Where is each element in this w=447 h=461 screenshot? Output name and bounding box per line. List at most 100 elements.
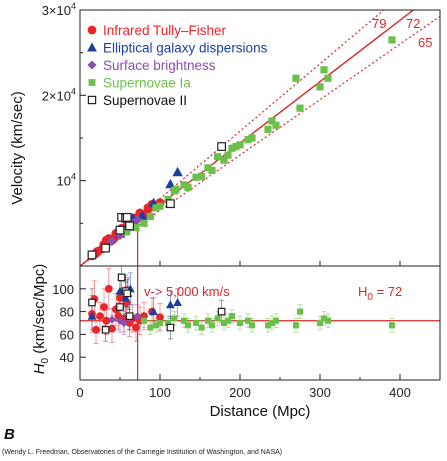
data-point-snIa: [316, 83, 324, 91]
h0-point-tully: [104, 284, 113, 293]
y-tick-label: 3×104: [42, 1, 76, 18]
data-point-snIa: [272, 121, 280, 129]
h0-point-snIa: [296, 308, 304, 315]
legend-label-tully: Infrared Tully–Fisher: [103, 23, 227, 38]
y-tick-label-base: 3×10: [42, 3, 71, 18]
h0-point-tully: [156, 313, 164, 322]
fit-line-65: [80, 15, 440, 266]
plot-frames: [79, 9, 441, 381]
fit-line-label-65: 65: [418, 35, 432, 50]
h0-point-snIa: [171, 315, 178, 322]
h0-point-snIa: [320, 315, 328, 322]
data-point-snII: [166, 199, 175, 209]
bottom-panel-frame: [79, 265, 441, 381]
data-point-snII: [122, 212, 132, 222]
h0-y-tick-label: 40: [60, 350, 74, 365]
legend-marker-elliptical: [87, 42, 97, 52]
h0-point-tully: [96, 312, 104, 321]
h0-point-elliptical: [173, 298, 183, 307]
top-y-axis-label: Velocity (km/sec): [9, 91, 26, 204]
h0-point-snIa: [147, 324, 154, 331]
h0-point-snIa: [140, 317, 148, 324]
h0-point-snII: [101, 326, 110, 334]
y-tick-label: 104: [57, 172, 76, 189]
legend: Infrared Tully–Fisher Elliptical galaxy d…: [87, 23, 268, 108]
h0-value-label-sub: 0: [367, 292, 373, 303]
h0-y-axis-label: H0 (km/sec/Mpc): [31, 264, 51, 375]
h0-y-tick-label: 100: [52, 282, 74, 297]
data-point-snIa: [268, 117, 276, 125]
data-point-elliptical: [172, 166, 183, 177]
h0-point-snIa: [192, 319, 200, 327]
h0-point-snIa: [244, 317, 252, 324]
h0-point-snIa: [272, 317, 280, 324]
h0-point-snIa: [164, 319, 172, 327]
x-axis-label: Distance (Mpc): [210, 403, 311, 420]
data-point-snIa: [204, 164, 212, 172]
h0-y-axis-label-sub: 0: [40, 357, 51, 363]
data-point-surface: [107, 236, 117, 247]
data-point-snIa: [236, 141, 244, 149]
x-tick-label: 200: [229, 385, 251, 400]
h0-point-snII: [123, 289, 132, 298]
y-tick-label-exponent: 4: [71, 1, 76, 11]
data-point-snIa: [264, 125, 272, 134]
h0-point-snIa: [204, 317, 212, 324]
h0-y-axis-label-h: H: [31, 363, 48, 374]
bottom-panel-points: [87, 273, 396, 334]
h0-y-axis-label-units: (km/sec/Mpc): [31, 264, 48, 358]
h0-point-snIa: [208, 322, 216, 329]
h0-point-snII: [116, 303, 124, 311]
h0-point-snIa: [268, 319, 276, 327]
h0-point-snIa: [264, 322, 272, 329]
data-point-snIa: [146, 212, 154, 221]
legend-marker-snII: [87, 95, 97, 105]
h0-point-snII: [217, 307, 226, 316]
data-point-snIa: [248, 134, 256, 142]
legend-marker-snIa: [88, 79, 96, 86]
data-point-snIa: [244, 136, 252, 144]
y-tick-label-exponent: 4: [71, 86, 76, 96]
h0-point-snIa: [184, 322, 192, 329]
x-tick-label: 300: [309, 385, 331, 400]
data-point-snIa: [232, 142, 240, 151]
h0-point-snIa: [198, 324, 205, 331]
data-point-snIa: [198, 172, 206, 180]
h0-point-surface: [133, 312, 142, 321]
data-point-snIa: [122, 228, 130, 236]
h0-point-elliptical: [87, 311, 97, 320]
y-tick-label-base: 10: [57, 174, 71, 189]
h0-point-snIa: [236, 319, 244, 327]
data-point-snIa: [208, 166, 216, 175]
data-point-snIa: [324, 74, 332, 82]
data-point-surface: [132, 215, 143, 225]
data-point-snIa: [192, 173, 200, 181]
h0-y-tick-label: 80: [60, 305, 74, 320]
h0-point-snIa: [324, 317, 332, 324]
data-point-snIa: [140, 219, 148, 227]
h0-point-snII: [88, 298, 96, 307]
legend-label-snIa: Supernovae Ia: [103, 76, 191, 91]
h0-point-snIa: [224, 317, 232, 324]
legend-label-elliptical: Elliptical galaxy dispersions: [103, 41, 268, 56]
h0-point-tully: [108, 324, 116, 333]
x-tick-label: 400: [389, 385, 411, 400]
data-point-snII: [87, 250, 97, 260]
h0-point-tully: [102, 316, 111, 325]
data-point-snIa: [132, 224, 140, 232]
h0-point-snIa: [180, 317, 188, 324]
y-tick-label: 2×104: [42, 86, 76, 103]
velocity-cutoff-annotation: v-> 5,000 km/s: [144, 284, 230, 299]
h0-point-tully: [116, 294, 124, 302]
data-point-snIa: [180, 181, 188, 189]
h0-value-label-value: = 72: [373, 284, 402, 299]
fit-line-label-79: 79: [372, 16, 386, 31]
h0-point-tully: [92, 325, 100, 334]
h0-point-snII: [125, 312, 134, 320]
image-credit: (Wendy L. Freedman, Observatories of the…: [2, 449, 283, 456]
data-point-snIa: [156, 202, 164, 210]
data-point-snIa: [320, 66, 328, 74]
h0-point-surface: [107, 315, 117, 324]
